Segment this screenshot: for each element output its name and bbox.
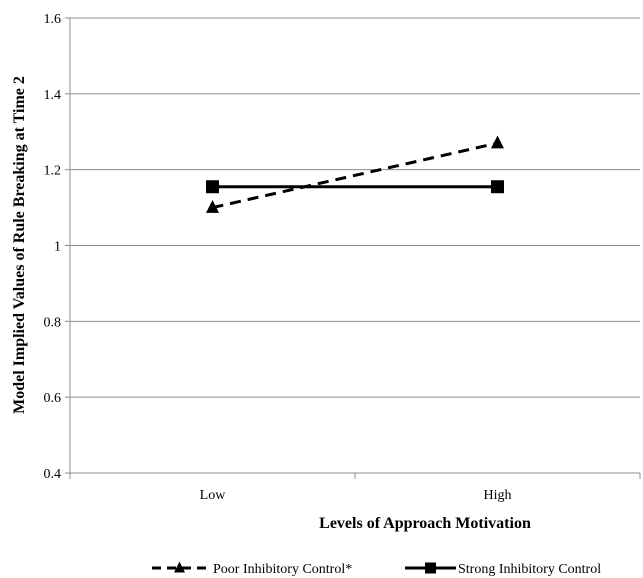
data-point	[206, 199, 219, 213]
y-tick-label: 1.2	[44, 164, 62, 179]
x-tick-labels: Low High	[200, 488, 512, 503]
legend-swatch-marker	[174, 561, 185, 573]
y-tick-label: 0.8	[44, 315, 62, 330]
series-1	[206, 135, 504, 213]
series-line	[212, 141, 498, 210]
data-point	[491, 135, 504, 149]
legend-label: Poor Inhibitory Control*	[213, 562, 352, 577]
legend-swatch-marker	[425, 562, 436, 574]
y-tick-label: 0.6	[44, 391, 62, 406]
y-tick-labels: 0.4 0.6 0.8 1 1.2 1.4 1.6	[44, 12, 62, 482]
x-axis-title: Levels of Approach Motivation	[319, 515, 531, 532]
y-tick-label: 1	[54, 240, 61, 255]
series-2	[206, 180, 504, 194]
gridlines	[70, 17, 640, 398]
data-point	[206, 180, 219, 194]
y-tick-label: 0.4	[44, 467, 62, 482]
y-tick-label: 1.6	[44, 12, 62, 27]
legend: Poor Inhibitory Control* Strong Inhibitor…	[152, 561, 601, 577]
data-point	[491, 180, 504, 194]
y-axis-title: Model Implied Values of Rule Breaking at…	[11, 76, 28, 414]
axes	[65, 17, 641, 479]
legend-item: Strong Inhibitory Control	[405, 562, 601, 577]
series-group	[206, 135, 504, 213]
x-tick-label: Low	[200, 488, 227, 503]
legend-label: Strong Inhibitory Control	[458, 562, 601, 577]
y-tick-label: 1.4	[44, 88, 62, 103]
x-tick-label: High	[484, 488, 512, 503]
legend-item: Poor Inhibitory Control*	[152, 561, 352, 577]
